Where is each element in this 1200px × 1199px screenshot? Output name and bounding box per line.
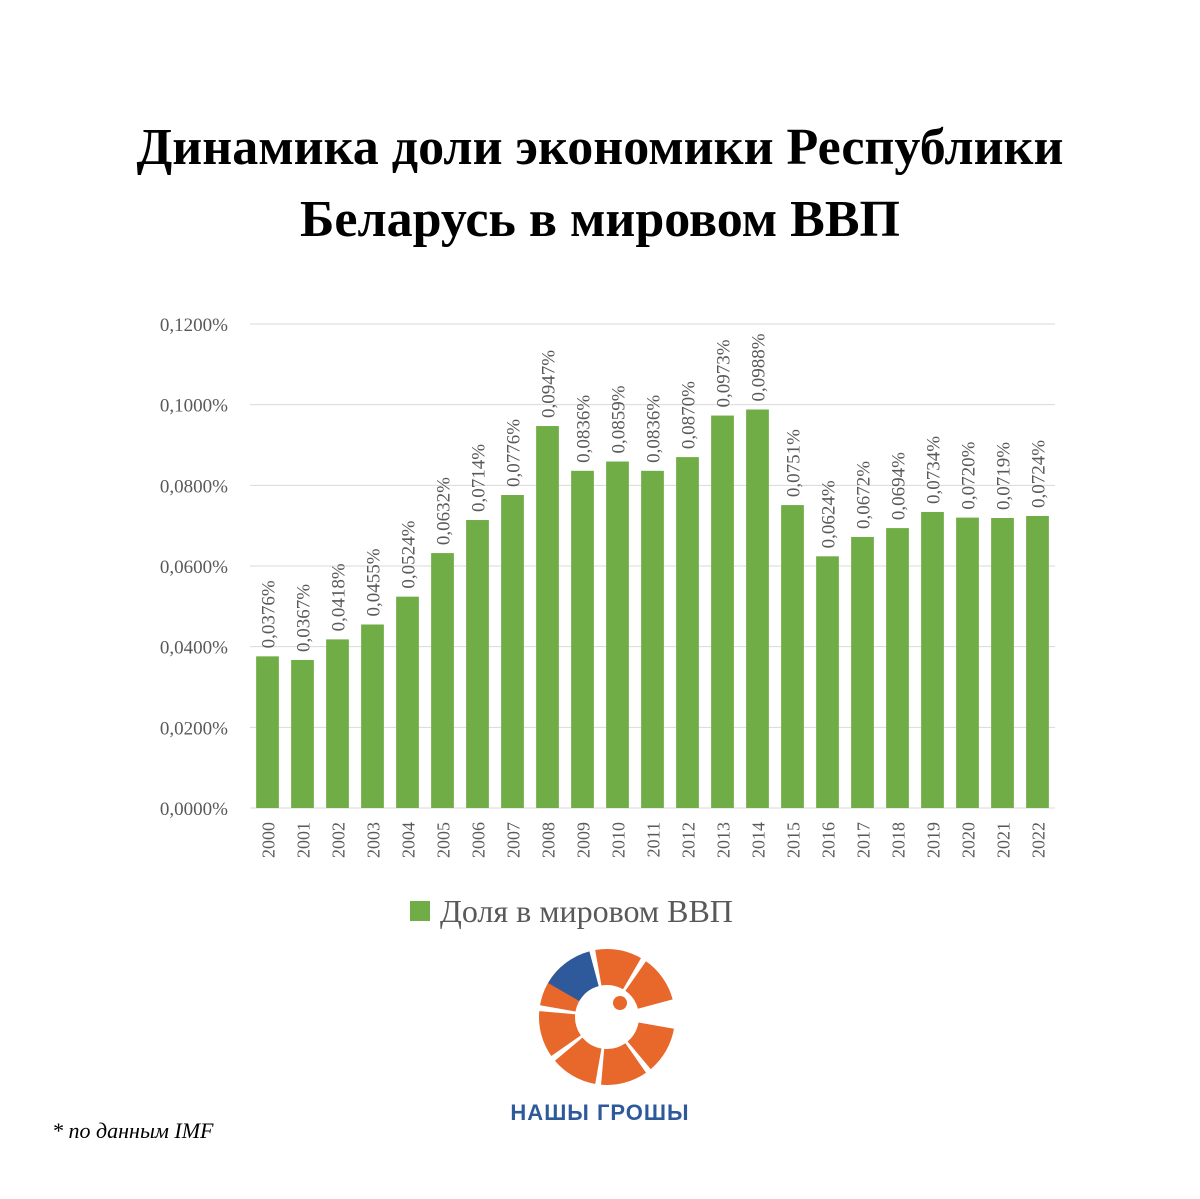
brand-name: НАШЫ ГРОШЫ: [510, 1100, 690, 1125]
data-label-2015: 0,0751%: [784, 429, 805, 497]
y-tick-label: 0,1000%: [160, 396, 228, 417]
bar-2022: [1026, 515, 1049, 808]
y-tick-label: 0,0600%: [160, 557, 228, 578]
x-tick-label-2008: 2008: [539, 822, 559, 858]
data-label-2008: 0,0947%: [539, 350, 560, 418]
bar-chart: 0,0000% 0,0200% 0,0400% 0,0600% 0,0800% 0,100…: [160, 315, 1055, 929]
y-axis: 0,0000% 0,0200% 0,0400% 0,0600% 0,0800% 0,100…: [160, 315, 228, 820]
bar-2017: [851, 536, 874, 808]
data-label-2011: 0,0836%: [644, 395, 665, 463]
y-tick-label: 0,0400%: [160, 638, 228, 659]
bar-2016: [816, 556, 839, 808]
bar-2007: [501, 495, 524, 808]
data-labels: 0,0376% 0,0367% 0,0418% 0,0455% 0,0524% 0,063…: [259, 333, 1050, 652]
data-label-2020: 0,0720%: [959, 441, 980, 509]
logo-segment: [539, 1011, 581, 1057]
logo-segment: [627, 1022, 674, 1070]
bar-2012: [676, 457, 699, 808]
x-tick-label-2020: 2020: [959, 822, 979, 858]
bar-2002: [326, 639, 349, 808]
data-label-2016: 0,0624%: [819, 480, 840, 548]
data-label-2005: 0,0632%: [434, 477, 455, 545]
x-tick-label-2010: 2010: [609, 822, 629, 858]
logo-segment: [625, 961, 673, 1009]
bar-2013: [711, 415, 734, 808]
bar-2014: [746, 409, 769, 808]
data-label-2001: 0,0367%: [294, 584, 315, 652]
x-tick-label-2012: 2012: [679, 822, 699, 858]
title-line-1: Динамика доли экономики Республики: [136, 119, 1064, 176]
x-tick-label-2002: 2002: [329, 822, 349, 858]
data-label-2006: 0,0714%: [469, 444, 490, 512]
data-label-2009: 0,0836%: [574, 395, 595, 463]
x-axis: 2000 2001 2002 2003 2004 2005 2006 2007 2008 2009…: [259, 822, 1049, 858]
x-tick-label-2003: 2003: [364, 822, 384, 858]
data-label-2014: 0,0988%: [749, 333, 770, 401]
bar-2003: [361, 624, 384, 808]
x-tick-label-2015: 2015: [784, 822, 804, 858]
data-label-2022: 0,0724%: [1029, 440, 1050, 508]
bar-2015: [781, 505, 804, 808]
logo-segment: [595, 949, 641, 990]
x-tick-label-2013: 2013: [714, 822, 734, 858]
title-line-2: Беларусь в мировом ВВП: [300, 191, 900, 248]
nashy-groshy-logo: [539, 949, 674, 1085]
y-tick-label: 0,0200%: [160, 718, 228, 739]
bar-2004: [396, 596, 419, 808]
bar-2018: [886, 528, 909, 808]
y-tick-label: 0,0000%: [160, 799, 228, 820]
y-tick-label: 0,0800%: [160, 476, 228, 497]
bar-2005: [431, 553, 454, 808]
x-tick-label-2005: 2005: [434, 822, 454, 858]
data-label-2000: 0,0376%: [259, 580, 280, 648]
logo-dot: [613, 996, 627, 1010]
data-label-2019: 0,0734%: [924, 436, 945, 504]
data-label-2007: 0,0776%: [504, 419, 525, 487]
legend-label: Доля в мировом ВВП: [440, 893, 733, 929]
legend-swatch: [410, 901, 430, 921]
data-label-2017: 0,0672%: [854, 461, 875, 529]
logo-ornament-segment: [548, 951, 599, 1001]
chart-title: Динамика доли экономики Республики Белар…: [0, 112, 1200, 256]
bar-2008: [536, 426, 559, 808]
bars: [256, 409, 1049, 808]
data-label-2003: 0,0455%: [364, 548, 385, 616]
x-tick-label-2006: 2006: [469, 822, 489, 858]
x-tick-label-2022: 2022: [1029, 822, 1049, 858]
x-tick-label-2021: 2021: [994, 822, 1014, 858]
logo-segment: [601, 1043, 647, 1085]
bar-2010: [606, 461, 629, 808]
logo-segment: [554, 1037, 602, 1084]
x-tick-label-2004: 2004: [399, 822, 419, 858]
data-label-2021: 0,0719%: [994, 442, 1015, 510]
x-tick-label-2007: 2007: [504, 822, 524, 858]
data-label-2004: 0,0524%: [399, 520, 420, 588]
bar-2020: [956, 517, 979, 808]
legend: Доля в мировом ВВП: [410, 893, 733, 929]
y-tick-label: 0,1200%: [160, 315, 228, 336]
bar-2006: [466, 520, 489, 808]
data-label-2013: 0,0973%: [714, 339, 735, 407]
source-footnote: * по данным IMF: [52, 1118, 214, 1143]
data-label-2018: 0,0694%: [889, 452, 910, 520]
x-tick-label-2016: 2016: [819, 822, 839, 858]
x-tick-label-2001: 2001: [294, 822, 314, 858]
data-label-2002: 0,0418%: [329, 563, 350, 631]
bar-2001: [291, 659, 314, 808]
x-tick-label-2018: 2018: [889, 822, 909, 858]
bar-2000: [256, 656, 279, 808]
x-tick-label-2011: 2011: [644, 822, 664, 857]
x-tick-label-2000: 2000: [259, 822, 279, 858]
x-tick-label-2019: 2019: [924, 822, 944, 858]
bar-2021: [991, 518, 1014, 808]
bar-2019: [921, 511, 944, 808]
x-tick-label-2009: 2009: [574, 822, 594, 858]
data-label-2010: 0,0859%: [609, 385, 630, 453]
x-tick-label-2014: 2014: [749, 822, 769, 858]
data-label-2012: 0,0870%: [679, 381, 700, 449]
bar-2009: [571, 470, 594, 808]
x-tick-label-2017: 2017: [854, 822, 874, 858]
bar-2011: [641, 470, 664, 808]
